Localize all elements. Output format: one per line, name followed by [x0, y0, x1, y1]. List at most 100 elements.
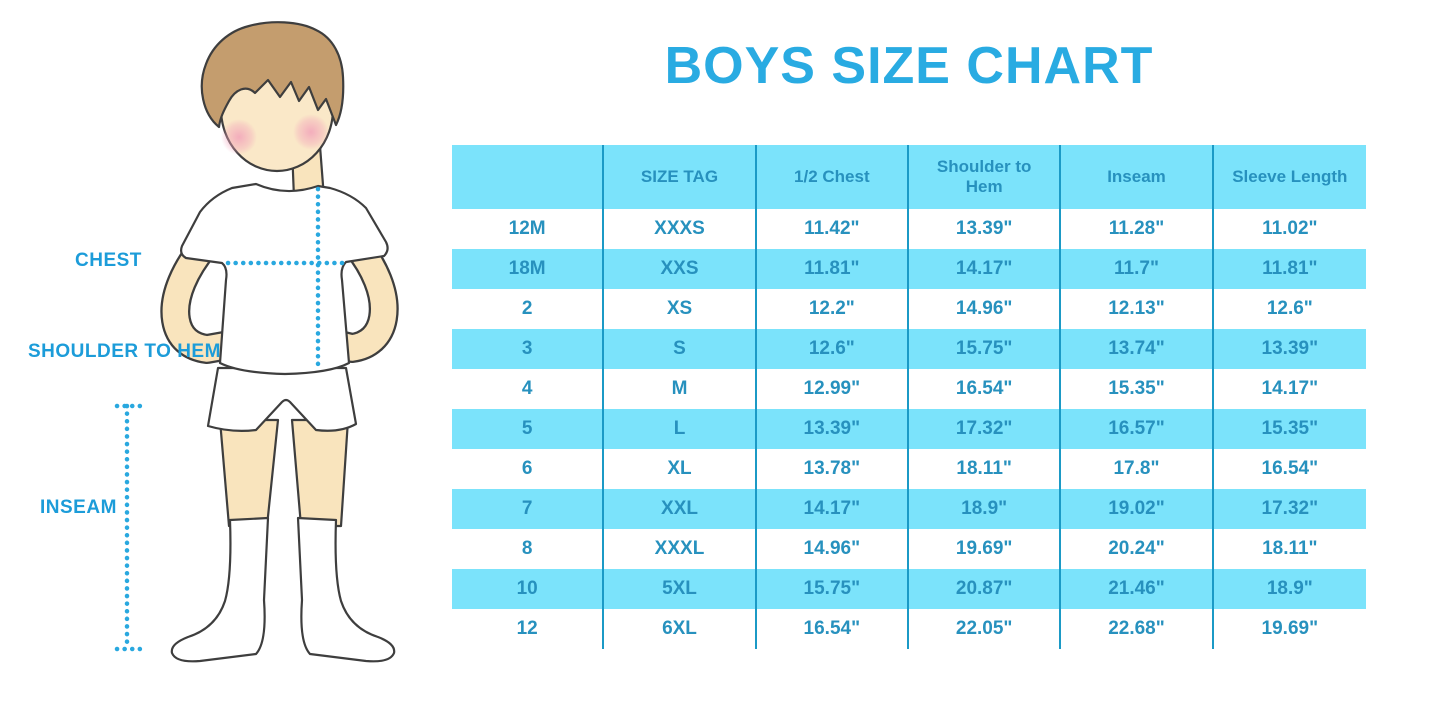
table-cell: 16.54" [1261, 458, 1319, 480]
table-cell: XXS [604, 249, 757, 289]
table-row: 12M XXXS 11.42" 13.39" 11.28" 11.02" [452, 209, 1366, 249]
hair [200, 21, 345, 129]
row-size-label: 8 [452, 529, 605, 569]
table-cell: 13.74" [1061, 329, 1214, 369]
left-thigh [218, 418, 280, 528]
table-row: 2 XS 12.2" 14.96" 12.13" 12.6" [452, 289, 1366, 329]
table-cell: 13.78" [757, 449, 909, 489]
row-size-label: 2 [452, 289, 605, 329]
table-cell: 19.69" [1261, 618, 1319, 640]
row-size-label: 7 [452, 489, 605, 529]
row-size-label: 10 [452, 569, 605, 609]
left-sock [170, 516, 270, 663]
table-cell: 11.02" [1262, 218, 1318, 240]
table-cell: 14.96" [909, 289, 1062, 329]
table-cell: M [604, 369, 757, 409]
table-cell: XXL [604, 489, 757, 529]
table-cell: 15.75" [909, 329, 1062, 369]
right-arm [322, 230, 397, 361]
column-header: SIZE TAG [604, 145, 757, 209]
left-cheek-blush [221, 119, 257, 155]
right-cheek-blush [293, 114, 329, 150]
table-cell: 12.13" [1061, 289, 1214, 329]
table-cell: 14.17" [1261, 378, 1319, 400]
boy-measurement-figure: CHEST SHOULDER TO HEM INSEAM [0, 0, 450, 723]
column-header: Sleeve Length [1232, 167, 1348, 187]
table-cell: 14.17" [757, 489, 909, 529]
table-cell: 6XL [604, 609, 757, 649]
table-cell: 11.28" [1061, 209, 1214, 249]
table-cell: L [604, 409, 757, 449]
table-row: 4 M 12.99" 16.54" 15.35" 14.17" [452, 369, 1366, 409]
right-sock [296, 516, 396, 663]
table-row: 12 6XL 16.54" 22.05" 22.68" 19.69" [452, 609, 1366, 649]
row-size-label: 12M [452, 209, 605, 249]
t-shirt [180, 182, 389, 376]
size-table: SIZE TAG 1/2 Chest Shoulder to Hem Inseam Sl… [452, 145, 1366, 649]
row-size-label: 4 [452, 369, 605, 409]
table-cell: 17.8" [1061, 449, 1214, 489]
table-cell: 14.17" [909, 249, 1062, 289]
table-cell: 12.99" [757, 369, 909, 409]
table-cell: 5XL [604, 569, 757, 609]
table-cell: 12.2" [757, 289, 909, 329]
table-cell: 18.11" [909, 449, 1062, 489]
table-cell: 20.87" [909, 569, 1062, 609]
chest-label: CHEST [75, 250, 142, 271]
row-size-label: 12 [452, 609, 605, 649]
row-size-label: 3 [452, 329, 605, 369]
right-thigh [290, 418, 350, 528]
left-arm [162, 232, 237, 362]
table-cell: 19.02" [1061, 489, 1214, 529]
table-cell: 13.39" [1261, 338, 1319, 360]
table-cell: 18.9" [1266, 578, 1313, 600]
table-cell: 20.24" [1061, 529, 1214, 569]
table-cell: 15.35" [1061, 369, 1214, 409]
measurement-lines [114, 186, 347, 652]
table-cell: 11.7" [1061, 249, 1214, 289]
table-row: 7 XXL 14.17" 18.9" 19.02" 17.32" [452, 489, 1366, 529]
table-cell: 18.9" [909, 489, 1062, 529]
column-header: Shoulder to Hem [909, 145, 1062, 209]
table-row: 18M XXS 11.81" 14.17" 11.7" 11.81" [452, 249, 1366, 289]
table-cell: 16.57" [1061, 409, 1214, 449]
shorts [206, 366, 358, 432]
table-row: 8 XXXL 14.96" 19.69" 20.24" 18.11" [452, 529, 1366, 569]
table-cell: 15.75" [757, 569, 909, 609]
inseam-label: INSEAM [40, 497, 117, 518]
boy-illustration [114, 21, 399, 663]
table-cell: 16.54" [909, 369, 1062, 409]
table-cell: 18.11" [1262, 538, 1318, 560]
row-size-label: 6 [452, 449, 605, 489]
table-row: 3 S 12.6" 15.75" 13.74" 13.39" [452, 329, 1366, 369]
table-cell: 11.81" [1262, 258, 1318, 280]
table-row: 10 5XL 15.75" 20.87" 21.46" 18.9" [452, 569, 1366, 609]
table-cell: 22.68" [1061, 609, 1214, 649]
table-cell: XXXS [604, 209, 757, 249]
table-cell: 14.96" [757, 529, 909, 569]
table-cell: 12.6" [1266, 298, 1313, 320]
table-row: 5 L 13.39" 17.32" 16.57" 15.35" [452, 409, 1366, 449]
table-cell: 13.39" [909, 209, 1062, 249]
table-cell: 17.32" [909, 409, 1062, 449]
row-size-label: 5 [452, 409, 605, 449]
column-header-empty [452, 145, 605, 209]
column-header: Inseam [1061, 145, 1214, 209]
table-cell: XXXL [604, 529, 757, 569]
page-title: BOYS SIZE CHART [664, 37, 1154, 95]
table-cell: 15.35" [1261, 418, 1319, 440]
table-cell: 11.42" [757, 209, 909, 249]
table-cell: 17.32" [1261, 498, 1319, 520]
table-cell: 11.81" [757, 249, 909, 289]
table-cell: S [604, 329, 757, 369]
table-header-row: SIZE TAG 1/2 Chest Shoulder to Hem Inseam Sl… [452, 145, 1366, 209]
table-cell: 22.05" [909, 609, 1062, 649]
boy-body [160, 21, 399, 663]
column-header: 1/2 Chest [757, 145, 909, 209]
table-cell: 21.46" [1061, 569, 1214, 609]
row-size-label: 18M [452, 249, 605, 289]
shoulder-to-hem-label: SHOULDER TO HEM [28, 341, 221, 362]
table-cell: XS [604, 289, 757, 329]
table-row: 6 XL 13.78" 18.11" 17.8" 16.54" [452, 449, 1366, 489]
